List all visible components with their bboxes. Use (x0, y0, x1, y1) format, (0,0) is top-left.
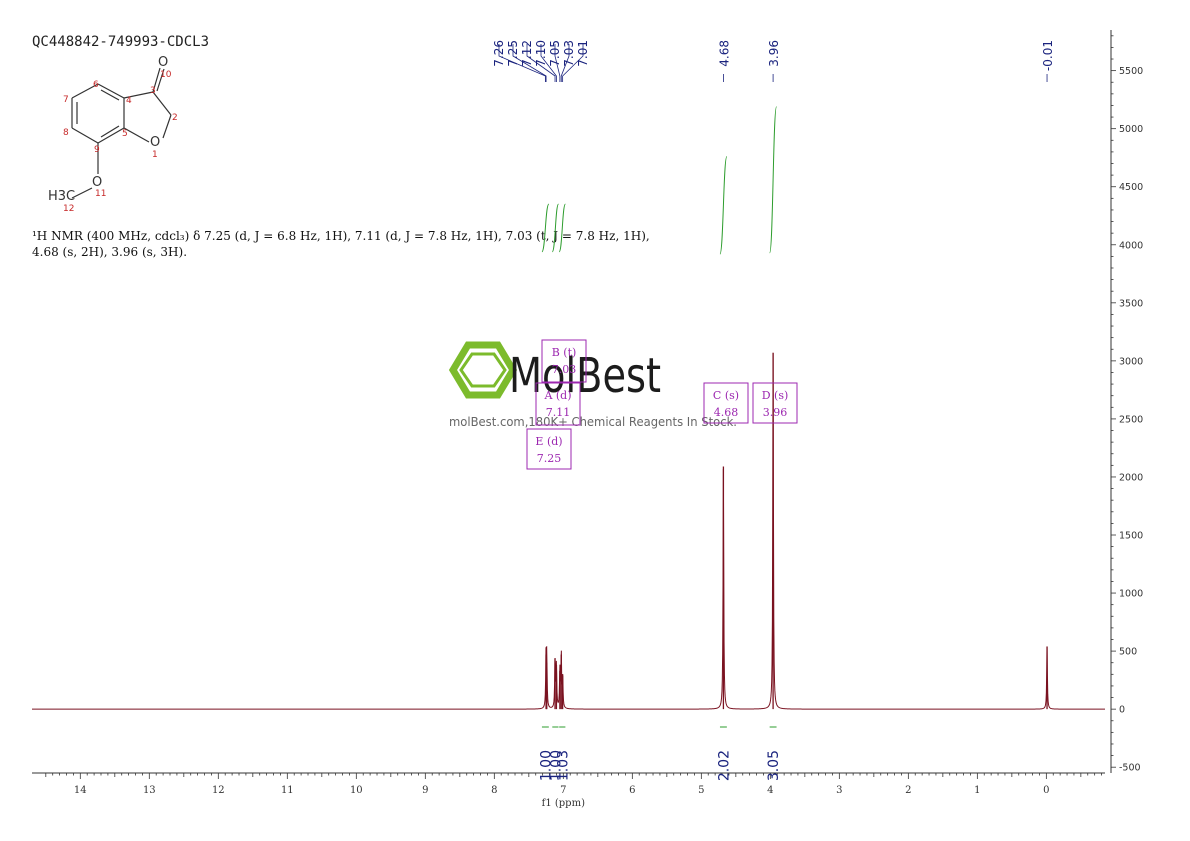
atom-number-7: 7 (63, 95, 69, 105)
peak-label: 4.68 (717, 40, 731, 67)
integral-value: 3.05 (766, 750, 782, 781)
x-axis-label: f1 (ppm) (542, 798, 585, 809)
peak-label-connector (562, 44, 584, 82)
multiplet-type: B (t) (552, 346, 577, 359)
multiplet-shift: 7.03 (552, 363, 577, 376)
multiplet-box (535, 382, 581, 426)
molecule-structure (71, 67, 172, 199)
x-tick-label: 4 (767, 785, 773, 796)
peak-label-connector (560, 44, 570, 82)
y-tick-label: 1500 (1119, 531, 1143, 542)
atom-number-12: 12 (63, 204, 74, 214)
integral-value: 1.03 (555, 750, 571, 781)
spectrum-trace (32, 352, 1105, 710)
y-tick-label: 500 (1119, 647, 1137, 658)
x-tick-label: 8 (491, 785, 497, 796)
multiplet-shift: 4.68 (714, 406, 739, 419)
peak-label: -0.01 (1041, 40, 1055, 71)
molbest-logo-icon (448, 341, 518, 399)
atom-number-4: 4 (126, 96, 132, 106)
x-tick-label: 9 (422, 785, 428, 796)
integral-value: 2.02 (716, 750, 732, 781)
atom-number-9: 9 (94, 145, 100, 155)
x-tick-label: 6 (629, 785, 635, 796)
multiplet-boxes: B (t) 7.03 A (d) 7.11 E (d) 7.25 C (s) 4.68 D (s… (526, 339, 798, 470)
y-tick-label: 4500 (1119, 182, 1143, 193)
integral-curve (551, 203, 559, 253)
atom-methyl: H3C (48, 189, 75, 204)
peak-label: 3.96 (767, 40, 781, 67)
sample-id: QC448842-749993-CDCL3 (32, 34, 209, 50)
y-tick-label: 2000 (1119, 472, 1143, 483)
multiplet-type: E (d) (535, 435, 562, 448)
y-tick-label: 0 (1119, 705, 1125, 716)
y-tick-label: 2500 (1119, 414, 1143, 425)
y-tick-label: 3500 (1119, 298, 1143, 309)
multiplet-type: C (s) (713, 389, 739, 402)
atom-number-2: 2 (172, 113, 178, 123)
nmr-description-line1: ¹H NMR (400 MHz, cdcl₃) δ 7.25 (d, J = 6… (32, 229, 650, 243)
multiplet-shift: 7.25 (537, 452, 562, 465)
peak-label-connector (540, 44, 557, 82)
x-tick-label: 1 (974, 785, 980, 796)
y-tick-label: 5000 (1119, 124, 1143, 135)
y-tick-label: 1000 (1119, 589, 1143, 600)
atom-labels: O O O H3C (48, 55, 168, 204)
multiplet-box (703, 382, 749, 424)
spectrum-line (32, 352, 1105, 710)
multiplet-shift: 7.11 (546, 406, 571, 419)
atom-o-methoxy: O (92, 175, 102, 190)
x-tick-label: 14 (74, 785, 87, 796)
multiplet-type: A (d) (543, 389, 571, 402)
peak-label-connector (526, 44, 556, 82)
atom-number-6: 6 (93, 80, 99, 90)
multiplet-box (541, 339, 587, 383)
integral-curve (719, 156, 728, 255)
integral-values: 1.001.001.03 2.02 3.05 (538, 726, 782, 781)
y-tick-label: 5500 (1119, 66, 1143, 77)
atom-number-5: 5 (122, 129, 128, 139)
peak-label-connector (498, 44, 546, 82)
atom-number-10: 10 (160, 70, 172, 80)
integral-curves (541, 106, 778, 255)
atom-number-3: 3 (150, 86, 156, 96)
atom-number-11: 11 (95, 189, 106, 199)
x-tick-label: 2 (905, 785, 911, 796)
x-tick-label: 5 (698, 785, 704, 796)
multiplet-box (526, 428, 572, 470)
x-tick-label: 3 (836, 785, 842, 796)
y-tick-label: 3000 (1119, 356, 1143, 367)
axes: 14 13 12 11 10 9 8 7 6 5 4 3 2 1 055005000450040003500… (32, 30, 1143, 809)
x-tick-label: 0 (1043, 785, 1049, 796)
x-tick-label: 10 (350, 785, 363, 796)
atom-numbers: 1 2 3 4 5 6 7 8 9 10 11 12 (63, 70, 178, 214)
x-tick-label: 7 (560, 785, 566, 796)
multiplet-box (752, 382, 798, 424)
atom-o-carbonyl: O (158, 55, 168, 70)
atom-number-8: 8 (63, 128, 69, 138)
nmr-description-line2: 4.68 (s, 2H), 3.96 (s, 3H). (32, 245, 187, 259)
multiplet-type: D (s) (762, 389, 789, 402)
atom-o-ring: O (150, 135, 160, 150)
peak-label-connector (512, 44, 547, 82)
integral-curve (541, 203, 550, 253)
x-tick-label: 11 (281, 785, 294, 796)
peak-label-connector (554, 44, 561, 82)
watermark: MolBest molBest.com,180K+ Chemical Reage… (448, 341, 737, 429)
atom-number-1: 1 (152, 150, 158, 160)
multiplet-shift: 3.96 (763, 406, 788, 419)
watermark-brand: MolBest (509, 348, 661, 404)
integral-curve (769, 106, 778, 254)
integral-value: 1.00 (548, 750, 564, 781)
watermark-tagline: molBest.com,180K+ Chemical Reagents In S… (449, 414, 737, 429)
y-tick-label: -500 (1119, 763, 1141, 774)
integral-curve (558, 203, 566, 253)
peak-labels: 7.26 7.25 7.12 7.10 7.05 7.03 7.01 4.68 3.96 -0.0… (492, 40, 1055, 82)
y-tick-label: 4000 (1119, 240, 1143, 251)
x-tick-label: 12 (212, 785, 225, 796)
integral-value: 1.00 (538, 750, 554, 781)
x-tick-label: 13 (143, 785, 156, 796)
